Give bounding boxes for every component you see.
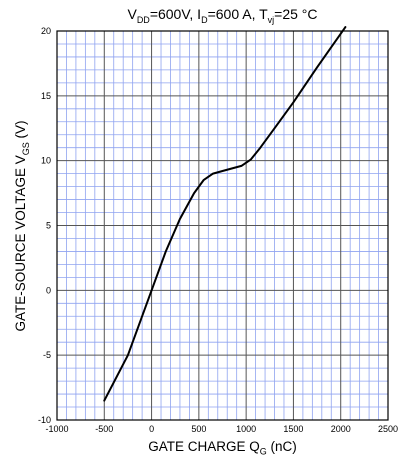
x-axis-label: GATE CHARGE QG (nC) <box>148 439 297 457</box>
x-tick-label: 500 <box>191 424 206 434</box>
series-line-gate-charge <box>103 26 347 402</box>
x-tick-label: 2000 <box>331 424 351 434</box>
x-tick-label: 1500 <box>283 424 303 434</box>
x-tick-label: 1000 <box>236 424 256 434</box>
x-tick-label: 2500 <box>378 424 398 434</box>
chart-title: VDD=600V, ID=600 A, Tvj=25 °C <box>127 6 318 25</box>
y-tick-label: 5 <box>46 221 51 231</box>
y-tick-label: 10 <box>41 156 51 166</box>
x-tick-label: -500 <box>95 424 113 434</box>
x-tick-label: 0 <box>149 424 154 434</box>
y-tick-label: 15 <box>41 91 51 101</box>
plot-area <box>103 26 347 402</box>
y-tick-label: 0 <box>46 285 51 295</box>
plot-frame <box>56 30 389 421</box>
x-tick-label: -1000 <box>45 424 68 434</box>
y-tick-label: 20 <box>41 26 51 36</box>
tick-labels: -1000 -500 0 500 1000 1500 2000 2500 -10 -5 0 5 10 15… <box>38 26 398 434</box>
y-tick-label: -10 <box>38 415 51 425</box>
grid <box>56 30 389 421</box>
y-axis-label: GATE-SOURCE VOLTAGE VGS (V) <box>13 120 31 332</box>
y-tick-label: -5 <box>43 350 51 360</box>
